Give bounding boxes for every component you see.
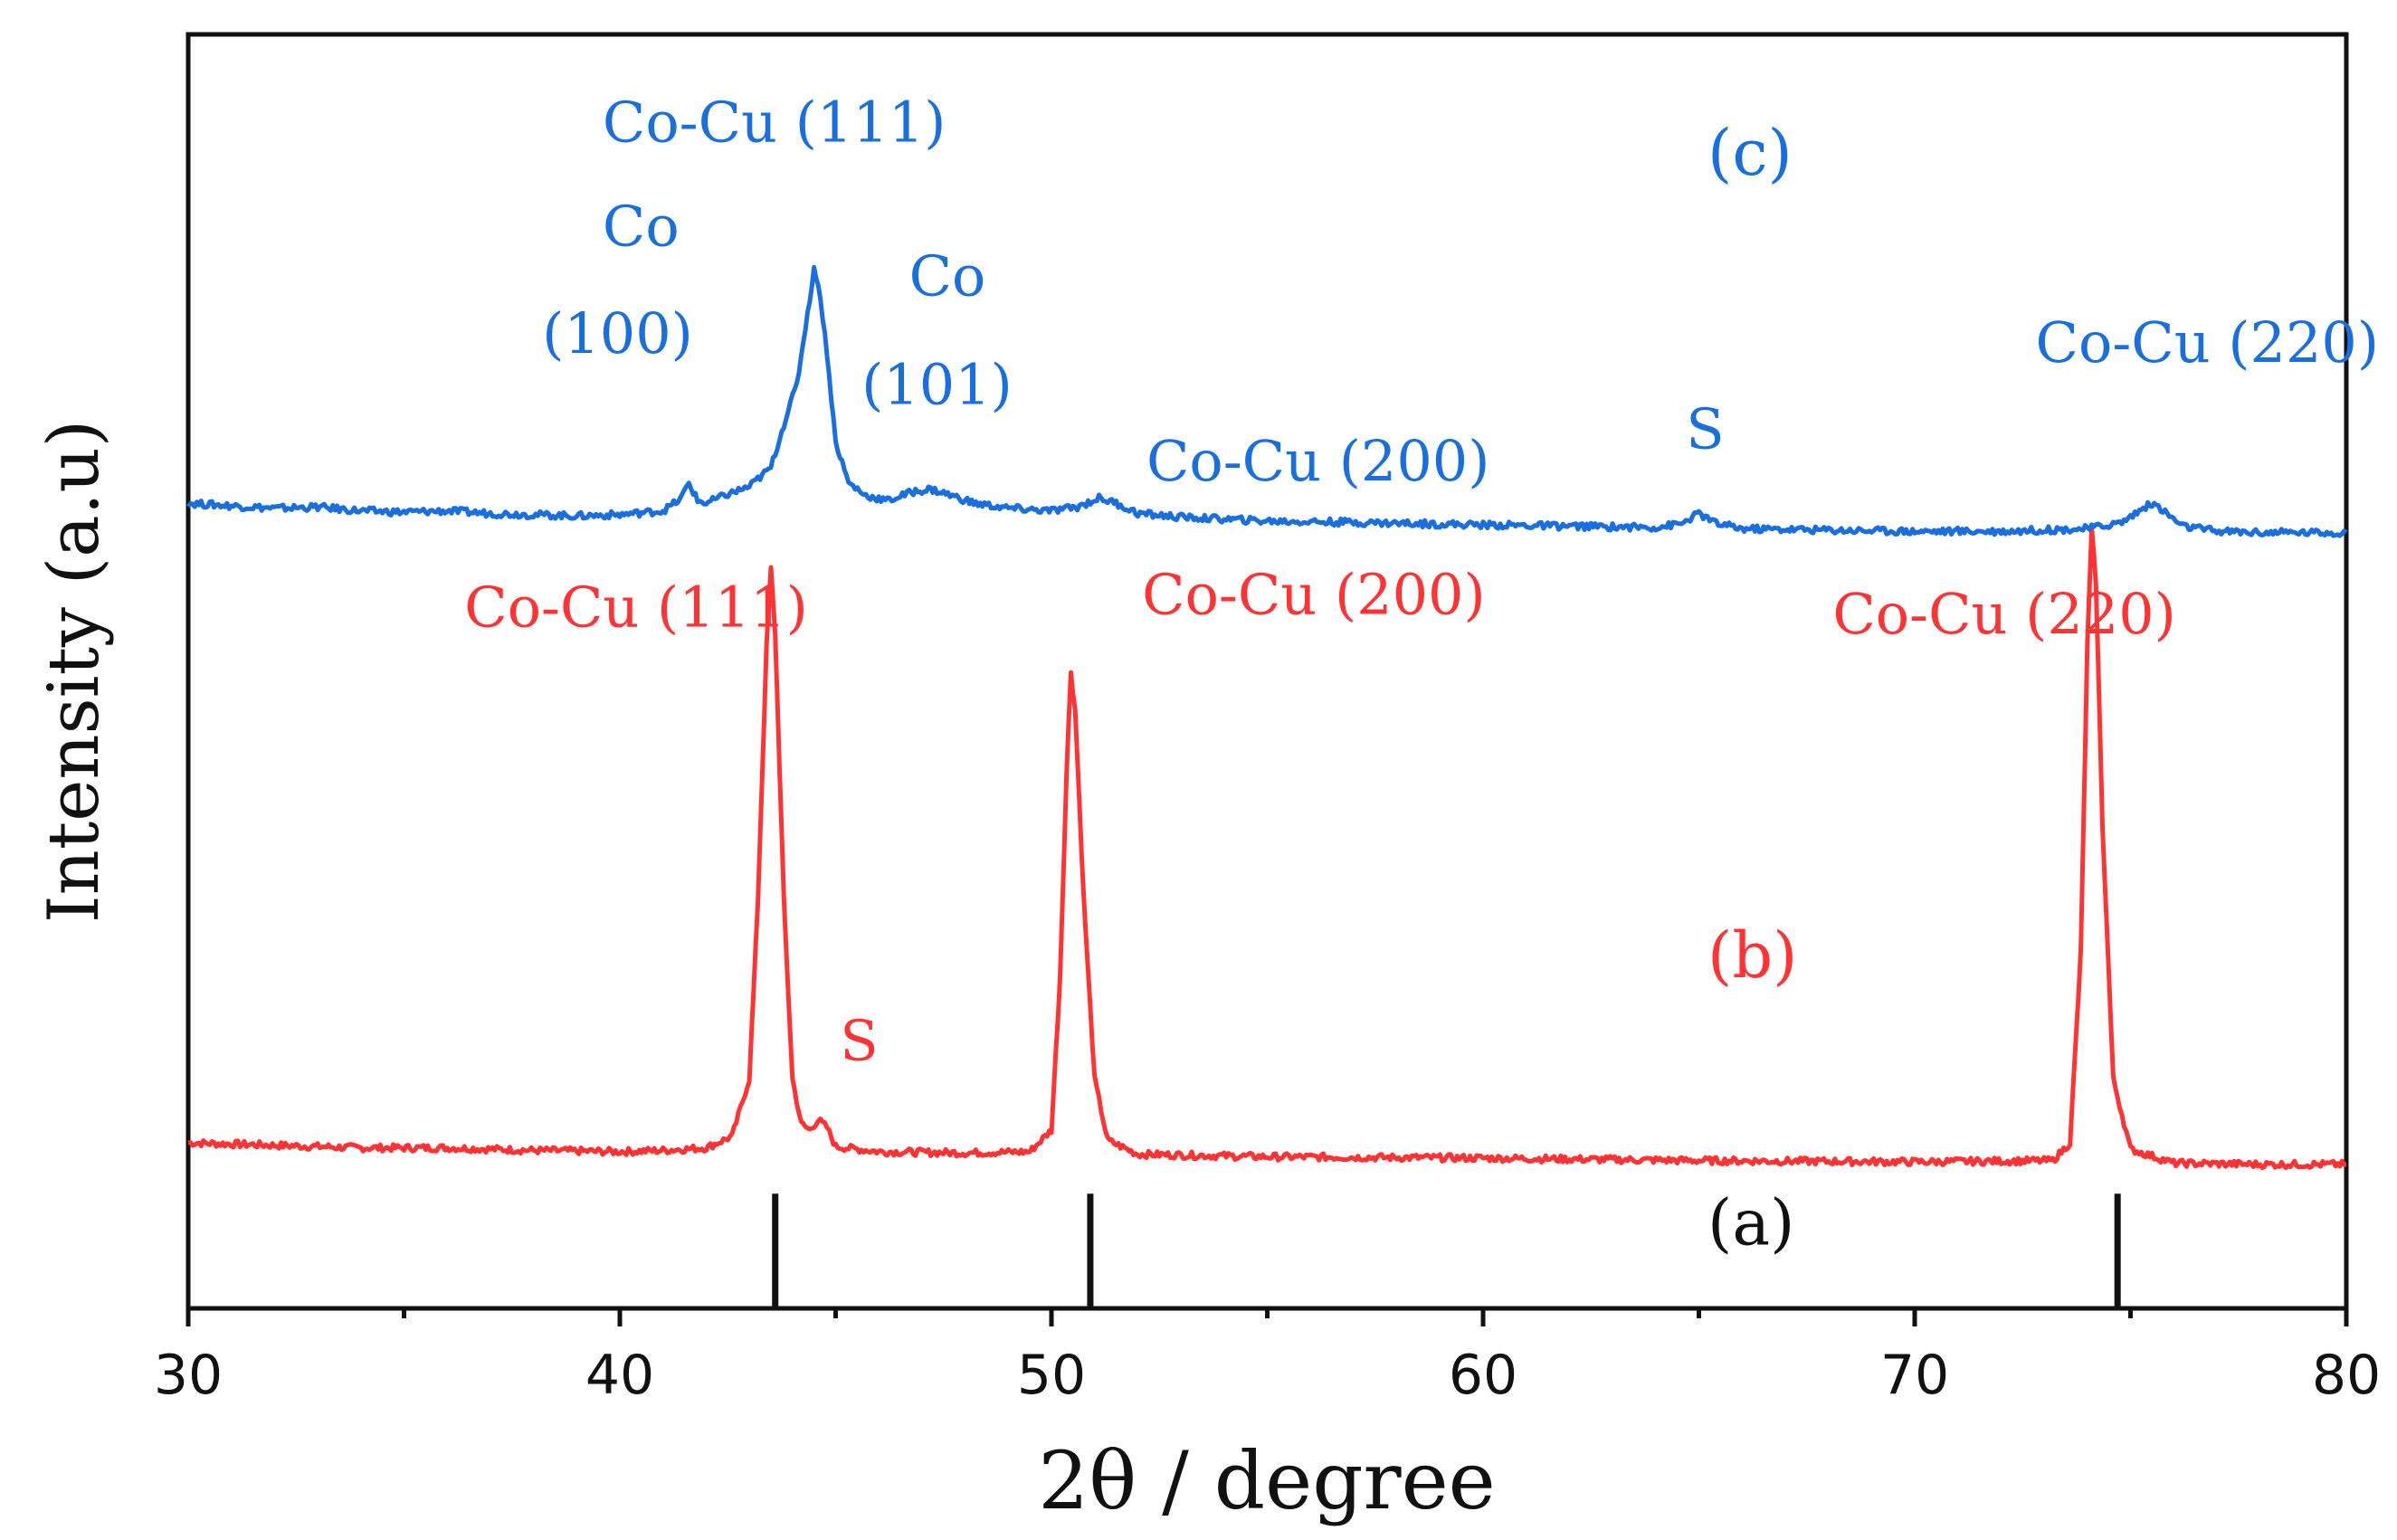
x-tick-label: 60 bbox=[1449, 1344, 1517, 1407]
x-axis-title: 2θ / degree bbox=[1038, 1434, 1496, 1527]
series-b-line bbox=[187, 526, 2347, 1171]
plot-area-frame bbox=[185, 32, 2349, 1311]
curve-label-b: (b) bbox=[1707, 918, 1797, 993]
x-axis-ticks: 30 40 50 60 70 80 bbox=[154, 1308, 2381, 1407]
peak-annotation-c: Co-Cu (111) bbox=[603, 89, 946, 155]
x-tick-label: 70 bbox=[1880, 1344, 1949, 1407]
x-tick-label: 80 bbox=[2312, 1344, 2381, 1407]
peak-annotation-c: Co bbox=[909, 243, 986, 309]
peak-annotation-b: Co-Cu (220) bbox=[1832, 581, 2176, 647]
peak-annotation-b: S bbox=[840, 1007, 878, 1073]
y-axis-title: Intensity (a.u) bbox=[33, 420, 115, 923]
peak-annotation-c: (101) bbox=[861, 351, 1013, 417]
series-c-line bbox=[186, 264, 2348, 538]
x-tick-label: 40 bbox=[585, 1344, 654, 1407]
annotation-layer: Co-Cu (111) S Co-Cu (200) Co-Cu (220) Co-Cu … bbox=[464, 89, 2379, 1260]
peak-annotation-c: Co bbox=[603, 194, 680, 260]
curve-label-a: (a) bbox=[1707, 1186, 1794, 1260]
peak-annotation-c: Co-Cu (220) bbox=[2036, 309, 2380, 375]
peak-annotation-c: Co-Cu (200) bbox=[1146, 428, 1490, 494]
peak-annotation-c: (100) bbox=[542, 300, 693, 366]
series-layer bbox=[186, 264, 2348, 1171]
peak-annotation-c: S bbox=[1686, 396, 1724, 462]
curve-label-c: (c) bbox=[1707, 116, 1793, 190]
peak-annotation-b: Co-Cu (200) bbox=[1142, 562, 1486, 628]
peak-annotation-b: Co-Cu (111) bbox=[464, 575, 808, 641]
x-tick-label: 50 bbox=[1017, 1344, 1086, 1407]
x-tick-label: 30 bbox=[154, 1344, 223, 1407]
reference-a-lines bbox=[772, 1193, 2121, 1308]
